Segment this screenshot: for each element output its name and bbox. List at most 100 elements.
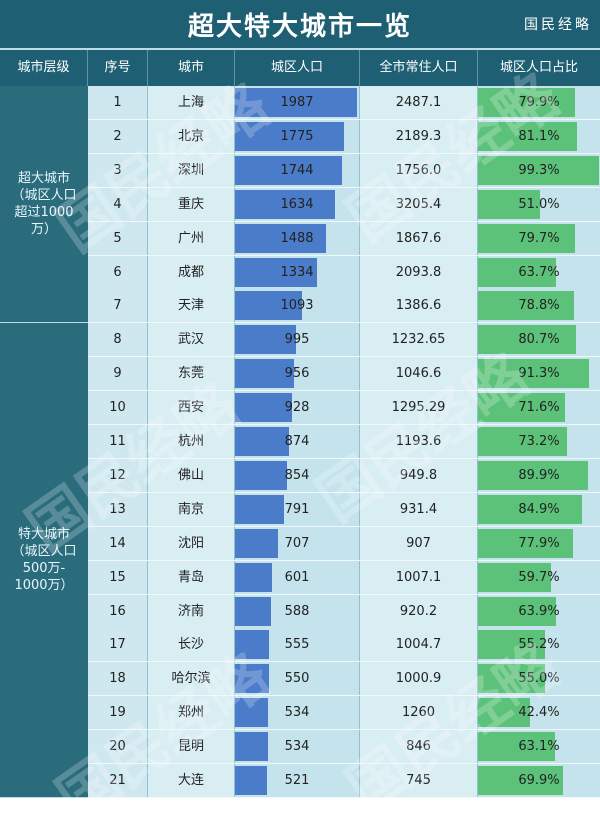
rank-cell: 7 — [88, 289, 148, 323]
city-cell: 深圳 — [148, 153, 235, 187]
urban-ratio-cell-text: 91.3% — [518, 366, 560, 382]
row-divider — [88, 152, 600, 154]
total-population-cell: 745 — [360, 764, 478, 797]
city-cell-text: 济南 — [177, 603, 204, 619]
urban-population-bar — [235, 460, 288, 490]
urban-population-cell-text: 854 — [284, 467, 310, 483]
rank-cell-text: 6 — [113, 264, 122, 280]
urban-ratio-cell-text: 79.9% — [518, 95, 560, 110]
urban-population-cell: 1093 — [235, 289, 360, 323]
urban-population-bar — [235, 596, 272, 626]
urban-ratio-bar — [478, 291, 575, 321]
urban-ratio-cell: 63.9% — [478, 594, 600, 628]
urban-ratio-bar — [478, 528, 574, 558]
table-row: 17 长沙 555 1004.7 55.2% — [88, 628, 600, 663]
urban-population-cell-text: 1093 — [280, 298, 314, 314]
urban-ratio-cell: 55.2% — [478, 628, 600, 662]
city-cell: 昆明 — [148, 730, 235, 764]
urban-ratio-bar — [478, 596, 556, 626]
rank-cell: 5 — [88, 221, 148, 255]
city-cell: 天津 — [148, 289, 235, 323]
table-row: 16 济南 588 920.2 63.9% — [88, 594, 600, 629]
table-row: 20 昆明 534 846 63.1% — [88, 730, 600, 765]
urban-population-cell-text: 1634 — [280, 196, 314, 212]
total-population-cell: 2189.3 — [360, 119, 478, 153]
header-total-population: 全市常住人口 — [360, 50, 478, 86]
total-population-cell: 846 — [360, 730, 478, 764]
total-population-cell-text: 846 — [406, 739, 431, 755]
city-cell-text: 佛山 — [177, 467, 204, 483]
urban-population-cell: 956 — [235, 357, 360, 391]
row-divider — [88, 593, 600, 595]
city-cell: 郑州 — [148, 696, 235, 730]
rank-cell: 8 — [88, 323, 148, 357]
urban-ratio-bar — [478, 427, 568, 456]
urban-ratio-bar — [478, 121, 577, 151]
urban-ratio-cell: 89.9% — [478, 458, 600, 492]
urban-ratio-cell-text: 63.1% — [518, 739, 560, 755]
urban-population-cell: 1987 — [235, 86, 360, 119]
table-row: 4 重庆 1634 3205.4 51.0% — [88, 187, 600, 222]
urban-population-cell: 1775 — [235, 119, 360, 153]
total-population-cell: 2093.8 — [360, 255, 478, 289]
city-cell: 沈阳 — [148, 526, 235, 560]
row-divider — [88, 119, 600, 120]
city-cell-text: 重庆 — [177, 196, 204, 212]
urban-ratio-cell: 51.0% — [478, 187, 600, 221]
urban-ratio-cell-text: 59.7% — [518, 569, 560, 585]
total-population-cell-text: 1193.6 — [395, 434, 442, 449]
row-divider — [88, 627, 600, 629]
urban-ratio-cell-text: 63.9% — [518, 603, 560, 619]
urban-population-cell: 1334 — [235, 255, 360, 289]
rank-cell: 15 — [88, 560, 148, 594]
row-divider — [88, 322, 600, 324]
urban-ratio-bar — [478, 664, 546, 694]
rank-cell-text: 8 — [113, 332, 122, 348]
urban-ratio-cell-text: 99.3% — [518, 162, 560, 178]
rank-cell-text: 13 — [109, 501, 126, 517]
urban-population-bar — [235, 291, 303, 321]
urban-population-bar — [235, 359, 294, 389]
row-divider — [88, 695, 600, 697]
urban-population-cell-text: 601 — [284, 569, 310, 585]
table-row: 9 东莞 956 1046.6 91.3% — [88, 357, 600, 392]
rank-cell-text: 18 — [109, 671, 126, 687]
urban-ratio-cell-text: 55.0% — [518, 671, 560, 687]
city-cell-text: 成都 — [177, 264, 204, 280]
rank-cell-text: 5 — [113, 230, 122, 246]
header-city: 城市 — [148, 50, 235, 86]
urban-population-cell: 1744 — [235, 153, 360, 187]
row-divider — [88, 491, 600, 493]
total-population-cell-text: 931.4 — [399, 501, 438, 517]
total-population-cell-text: 1232.65 — [391, 332, 446, 348]
table-row: 1 上海 1987 2487.1 79.9% — [88, 86, 600, 120]
urban-population-cell-text: 534 — [284, 705, 310, 721]
table-row: 10 西安 928 1295.29 71.6% — [88, 391, 600, 426]
total-population-cell: 949.8 — [360, 458, 478, 492]
city-cell-text: 深圳 — [177, 162, 204, 178]
city-cell: 青岛 — [148, 560, 235, 594]
urban-population-cell-text: 588 — [284, 603, 310, 619]
urban-population-bar — [235, 155, 343, 185]
urban-ratio-bar — [478, 698, 530, 728]
urban-ratio-cell-text: 69.9% — [518, 773, 560, 788]
total-population-cell-text: 1260 — [401, 705, 436, 721]
urban-population-cell-text: 1744 — [280, 162, 314, 178]
urban-ratio-bar — [478, 630, 546, 660]
city-cell-text: 天津 — [177, 298, 204, 314]
urban-population-cell: 995 — [235, 323, 360, 357]
urban-ratio-cell-text: 55.2% — [518, 637, 560, 653]
tier-super-large-city: 超大城市 （城区人口 超过1000 万） — [0, 86, 88, 324]
total-population-cell-text: 2093.8 — [395, 264, 442, 280]
rank-cell-text: 3 — [113, 162, 122, 178]
urban-ratio-cell: 63.1% — [478, 730, 600, 764]
urban-ratio-bar — [478, 393, 566, 423]
rank-cell-text: 19 — [109, 705, 126, 721]
urban-ratio-bar — [478, 257, 556, 287]
urban-population-cell-text: 956 — [284, 366, 310, 382]
total-population-cell-text: 920.2 — [399, 603, 438, 619]
row-divider — [88, 763, 600, 765]
total-population-cell-text: 1386.6 — [395, 298, 442, 314]
urban-population-bar — [235, 630, 270, 660]
city-cell-text: 东莞 — [177, 366, 204, 382]
